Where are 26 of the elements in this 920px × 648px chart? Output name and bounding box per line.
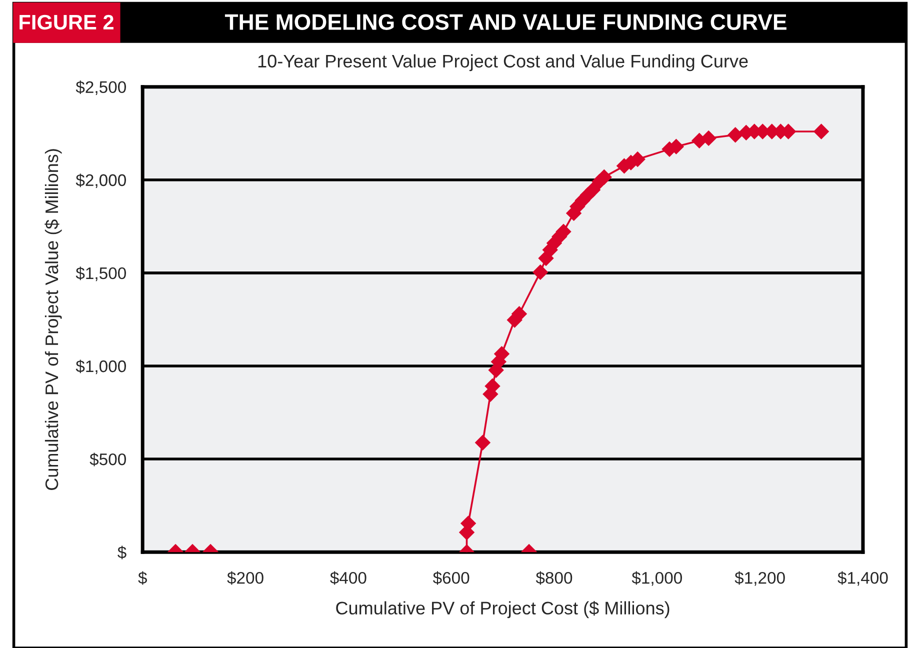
point xyxy=(596,169,612,185)
point xyxy=(813,124,830,140)
x-axis-title: Cumulative PV of Project Cost ($ Millions) xyxy=(336,600,670,618)
point xyxy=(474,434,491,451)
y-tick-label: $2,000 xyxy=(76,174,126,188)
point xyxy=(532,264,548,280)
y-tick-label: $2,500 xyxy=(76,80,126,96)
x-tick-label: $1,400 xyxy=(838,571,888,586)
y-tick-label: $1,000 xyxy=(76,360,126,374)
chart-subtitle: 10-Year Present Value Project Cost and Value Funding Curve xyxy=(258,54,748,72)
point xyxy=(700,130,716,146)
x-tick-label: $ xyxy=(138,571,147,585)
x-tick-label: $400 xyxy=(330,571,366,585)
x-tick-label: $800 xyxy=(536,571,572,585)
y-tick-label: $1,500 xyxy=(76,266,126,282)
y-tick-label: $500 xyxy=(90,452,126,466)
x-tick-label: $600 xyxy=(432,571,470,585)
x-tick-label: $200 xyxy=(227,571,264,585)
chart-title: THE MODELING COST AND VALUE FUNDING CURVE xyxy=(224,14,786,30)
y-tick-label: $ xyxy=(118,546,126,560)
y-axis-title: Cumulative PV of Project Value ($ Millions) xyxy=(44,149,62,490)
x-tick-label: $1,000 xyxy=(632,571,682,586)
point xyxy=(727,126,744,143)
x-tick-label: $1,200 xyxy=(734,571,785,586)
caption: FIGURE 2 xyxy=(20,14,114,30)
point xyxy=(584,182,601,198)
